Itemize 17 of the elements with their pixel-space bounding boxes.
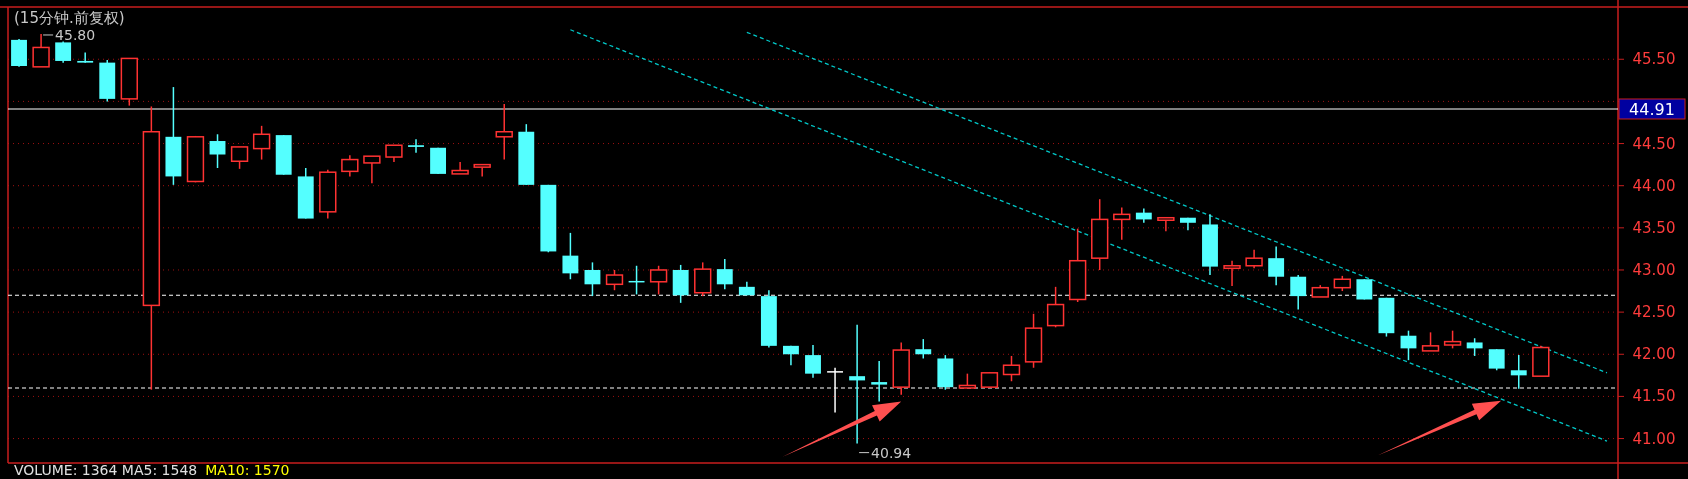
annotation: 45.80 [42,26,96,43]
y-tick-label: 42.50 [1632,303,1676,322]
annotation: 40.94 [871,444,912,461]
y-tick-label: 42.00 [1632,345,1676,364]
y-tick-label: 43.00 [1632,260,1676,279]
y-tick-label: 45.50 [1632,50,1676,69]
chart-title: (15分钟.前复权) [14,9,125,27]
annotation: MA10: 1570 [205,462,290,478]
ref-line-label: 44.91 [1629,99,1675,119]
annotation: VOLUME: 1364 MA5: 1548 [14,462,198,478]
y-tick-label: 41.50 [1632,387,1676,406]
y-tick-label: 41.00 [1632,429,1676,448]
annotation: 40.94 [858,444,912,461]
y-tick-label: 44.50 [1632,134,1676,153]
annotation: 45.80 [55,26,96,43]
y-tick-label: 44.00 [1632,176,1676,195]
y-tick-label: 43.50 [1632,218,1676,237]
